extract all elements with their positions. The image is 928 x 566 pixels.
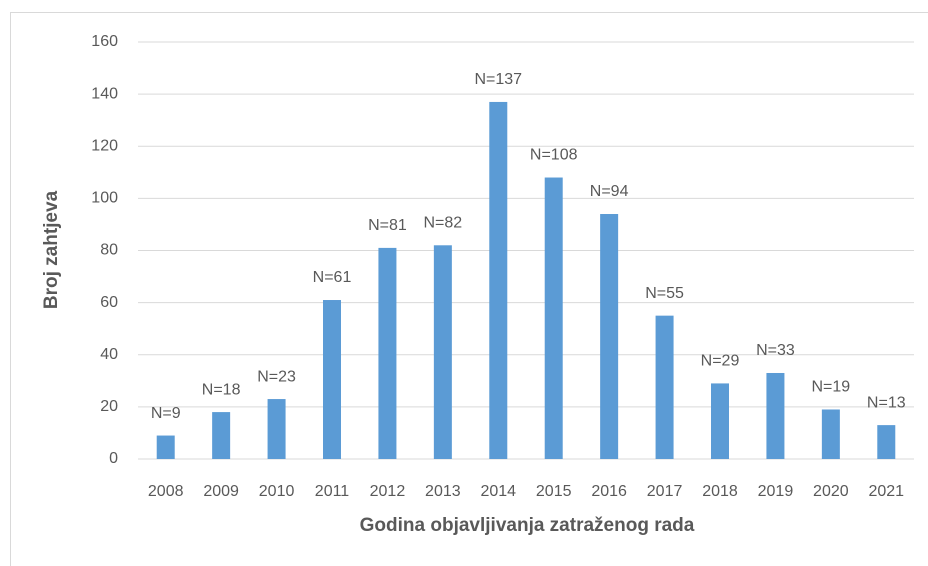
y-tick-label: 100 — [91, 190, 118, 207]
x-axis-title: Godina objavljivanja zatraženog rada — [360, 515, 695, 536]
data-label: N=23 — [257, 368, 296, 385]
bar — [544, 177, 563, 459]
data-label: N=94 — [590, 183, 629, 200]
x-tick-label: 2009 — [203, 483, 239, 500]
chart-frame — [10, 12, 928, 566]
data-label: N=13 — [867, 394, 906, 411]
x-tick-label: 2010 — [259, 483, 295, 500]
x-tick-label: 2011 — [315, 483, 350, 500]
data-label: N=81 — [368, 217, 407, 234]
bar — [323, 300, 341, 459]
x-tick-label: 2019 — [758, 483, 794, 500]
bar — [711, 383, 729, 459]
x-tick-label: 2013 — [425, 483, 461, 500]
data-label: N=29 — [701, 353, 740, 370]
x-tick-label: 2015 — [536, 483, 572, 500]
x-tick-label: 2017 — [647, 483, 683, 500]
data-label: N=137 — [474, 71, 522, 88]
y-tick-label: 160 — [91, 33, 118, 50]
x-tick-label: 2014 — [480, 483, 516, 500]
data-label: N=9 — [151, 405, 181, 422]
data-label: N=19 — [812, 379, 851, 396]
bar — [489, 101, 508, 459]
bar — [821, 409, 840, 459]
bar — [655, 315, 674, 459]
y-tick-label: 20 — [100, 398, 118, 415]
bar — [378, 247, 397, 459]
y-tick-label: 140 — [91, 85, 118, 102]
bar — [433, 245, 452, 459]
y-tick-label: 0 — [109, 450, 118, 467]
data-label: N=33 — [756, 342, 795, 359]
x-tick-label: 2018 — [702, 483, 738, 500]
y-tick-label: 60 — [100, 294, 118, 311]
x-tick-label: 2008 — [148, 483, 184, 500]
data-label: N=55 — [645, 285, 684, 302]
data-label: N=61 — [313, 269, 352, 286]
y-tick-label: 40 — [100, 346, 118, 363]
bar — [267, 399, 286, 459]
bar — [156, 435, 175, 459]
bar — [212, 412, 231, 459]
data-label: N=108 — [530, 147, 578, 164]
x-tick-label: 2012 — [370, 483, 406, 500]
bar — [600, 214, 619, 459]
y-tick-label: 80 — [100, 242, 118, 259]
data-label: N=18 — [202, 381, 241, 398]
x-tick-label: 2016 — [591, 483, 627, 500]
x-tick-label: 2021 — [868, 483, 904, 500]
bar — [766, 372, 785, 459]
y-tick-label: 120 — [91, 137, 118, 154]
data-label: N=82 — [424, 215, 463, 232]
bar — [877, 425, 896, 459]
y-axis-title: Broj zahtjeva — [41, 190, 62, 309]
x-tick-label: 2020 — [813, 483, 849, 500]
